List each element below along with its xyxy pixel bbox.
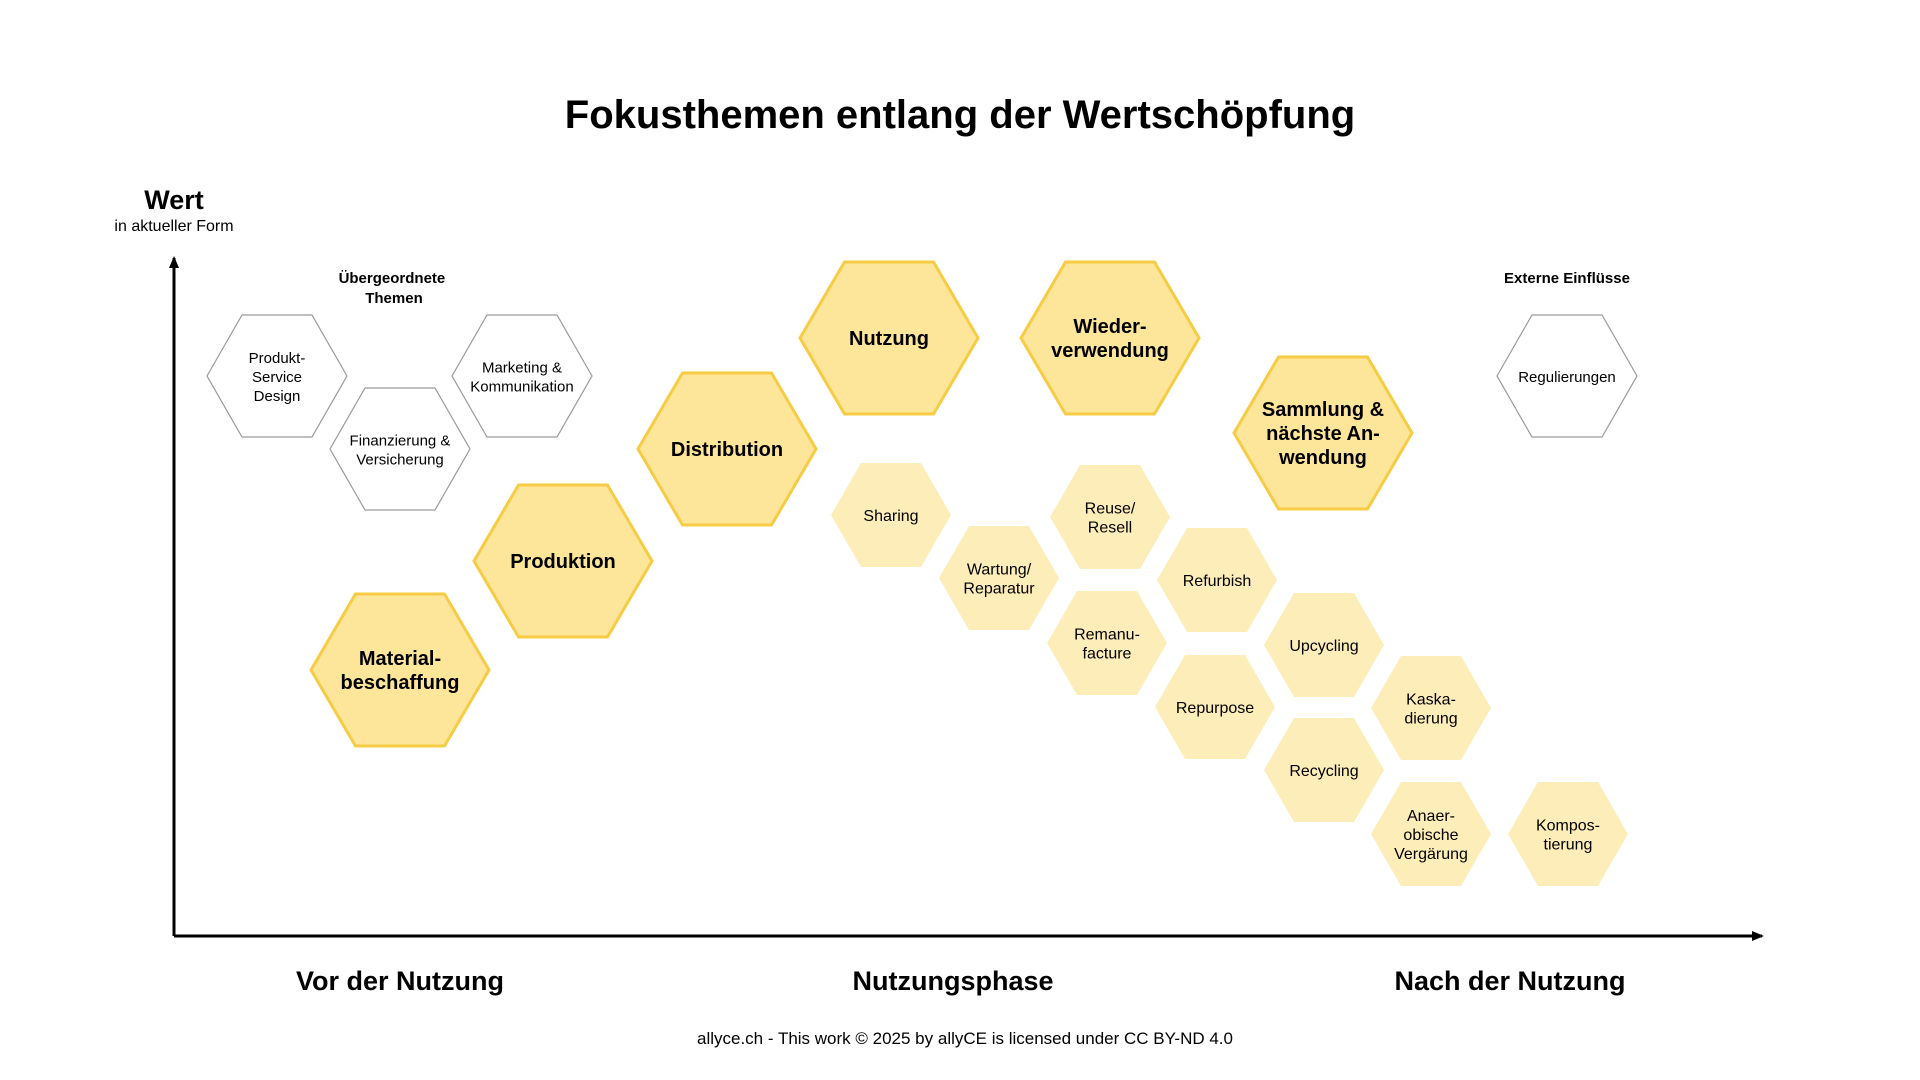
hexagon-repurpose: Repurpose <box>1155 655 1275 759</box>
hexagon-shape <box>1264 593 1384 697</box>
hexagon-label: Regulierungen <box>1518 369 1616 386</box>
hexagon-shape <box>1371 782 1491 886</box>
hexagon-materialbeschaffung: Material-beschaffung <box>309 592 491 748</box>
hexagon-label: Kompos-tierung <box>1536 818 1600 854</box>
hexagon-label: Reuse/Resell <box>1085 501 1136 537</box>
phase-label-before-use: Vor der Nutzung <box>296 966 504 996</box>
hexagon-label: Produkt-Service Design <box>249 350 306 405</box>
hexagon-label: Refurbish <box>1183 573 1251 590</box>
hexagon-marketing-kommunikation: Marketing & Kommunikation <box>451 314 593 438</box>
hexagon-label: Distribution <box>671 439 783 461</box>
hexagon-shape <box>1371 656 1491 760</box>
phase-label-after-use: Nach der Nutzung <box>1394 966 1625 996</box>
hexagon-sammlung: Sammlung & nächste An-wendung <box>1232 355 1414 511</box>
hexagon-kompostierung: Kompos-tierung <box>1508 782 1628 886</box>
hexagon-label: Repurpose <box>1176 700 1254 717</box>
hexagon-shape <box>1157 528 1277 632</box>
hexagon-shape <box>831 463 951 567</box>
hexagon-shape <box>636 371 818 527</box>
hexagon-layer: Produkt-Service Design Finanzierung & Versi… <box>206 260 1638 886</box>
overarching-topics-label: Übergeordnete Themen <box>339 270 450 307</box>
hexagon-upcycling: Upcycling <box>1264 593 1384 697</box>
hexagon-sharing: Sharing <box>831 463 951 567</box>
hexagon-wartung-reparatur: Wartung/Reparatur <box>939 526 1059 630</box>
external-influences-label: Externe Einflüsse <box>1504 270 1630 287</box>
hexagon-kaskadierung: Kaska-dierung <box>1371 656 1491 760</box>
hexagon-label: Finanzierung & Versicherung <box>350 433 451 469</box>
phase-label-use: Nutzungsphase <box>852 966 1053 996</box>
page-title: Fokusthemen entlang der Wertschöpfung <box>565 93 1355 137</box>
hexagon-shape <box>329 387 471 511</box>
license-footer: allyce.ch - This work © 2025 by allyCE i… <box>697 1029 1233 1048</box>
hexagon-shape <box>1050 465 1170 569</box>
hexagon-refurbish: Refurbish <box>1157 528 1277 632</box>
hexagon-shape <box>451 314 593 438</box>
hexagon-label: Marketing & Kommunikation <box>470 360 573 396</box>
hexagon-recycling: Recycling <box>1264 718 1384 822</box>
hexagon-produkt-service-design: Produkt-Service Design <box>206 314 348 438</box>
hexagon-anaerobische-vergaerung: Anaer-obische Vergärung <box>1371 782 1491 886</box>
hexagon-regulierungen: Regulierungen <box>1496 314 1638 438</box>
hexagon-shape <box>472 483 654 639</box>
hexagon-finanzierung-versicherung: Finanzierung & Versicherung <box>329 387 471 511</box>
hexagon-label: Material-beschaffung <box>341 648 460 694</box>
hexagon-label: Produktion <box>510 551 616 573</box>
hexagon-label: Wartung/Reparatur <box>963 562 1035 598</box>
hexagon-produktion: Produktion <box>472 483 654 639</box>
hexagon-shape <box>1508 782 1628 886</box>
hexagon-label: Kaska-dierung <box>1404 692 1457 728</box>
hexagon-shape <box>1232 355 1414 511</box>
hexagon-label: Sammlung & nächste An-wendung <box>1262 399 1384 469</box>
hexagon-nutzung: Nutzung <box>798 260 980 416</box>
hexagon-reuse-resell: Reuse/Resell <box>1050 465 1170 569</box>
hexagon-wiederverwendung: Wieder-verwendung <box>1019 260 1201 416</box>
hexagon-label: Anaer-obische Vergärung <box>1394 808 1468 863</box>
hexagon-shape <box>309 592 491 748</box>
y-axis-subtitle: in aktueller Form <box>114 218 233 235</box>
hexagon-shape <box>1047 591 1167 695</box>
hexagon-remanufacture: Remanu-facture <box>1047 591 1167 695</box>
hexagon-shape <box>1019 260 1201 416</box>
hexagon-label: Recycling <box>1289 763 1358 780</box>
hexagon-label: Upcycling <box>1289 638 1358 655</box>
hexagon-shape <box>798 260 980 416</box>
hexagon-label: Sharing <box>863 508 918 525</box>
hexagon-shape <box>939 526 1059 630</box>
hexagon-shape <box>1155 655 1275 759</box>
hexagon-shape <box>1264 718 1384 822</box>
hexagon-distribution: Distribution <box>636 371 818 527</box>
y-axis-title: Wert <box>144 185 204 215</box>
hexagon-shape <box>1496 314 1638 438</box>
hexagon-label: Remanu-facture <box>1074 627 1140 663</box>
hexagon-label: Nutzung <box>849 328 929 350</box>
hexagon-label: Wieder-verwendung <box>1051 316 1169 362</box>
hexagon-shape <box>206 314 348 438</box>
